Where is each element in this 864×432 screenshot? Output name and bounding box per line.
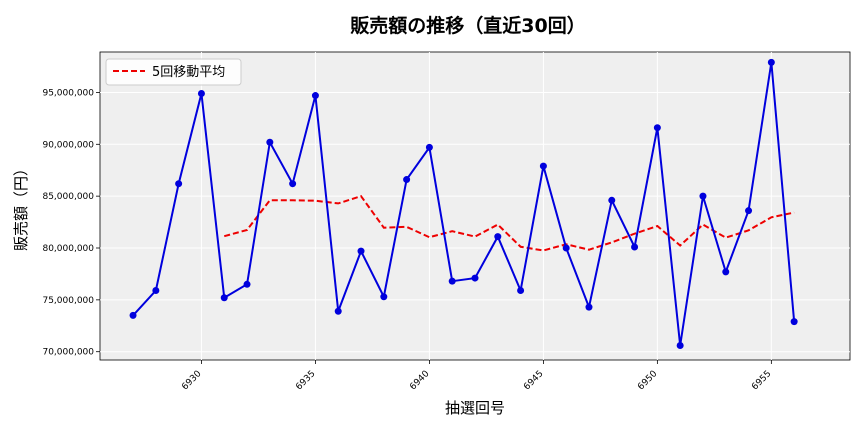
legend: 5回移動平均: [105, 58, 242, 86]
chart-title: 販売額の推移（直近30回）: [350, 14, 585, 37]
sales-point: [357, 247, 365, 255]
sales-point: [380, 293, 388, 301]
series-layer: [129, 58, 798, 349]
legend-box: [105, 58, 242, 86]
x-tick-label: 6935: [294, 369, 317, 392]
sales-point: [266, 138, 274, 146]
sales-point: [767, 58, 775, 66]
sales-point: [175, 180, 183, 188]
y-tick-label: 85,000,000: [42, 192, 94, 202]
y-axis-title: 販売額（円）: [12, 161, 30, 251]
x-tick-label: 6930: [180, 369, 203, 392]
sales-point: [243, 280, 251, 288]
x-tick-label: 6945: [522, 369, 545, 392]
sales-point: [722, 268, 730, 276]
x-axis-title: 抽選回号: [445, 399, 505, 417]
sales-point: [289, 180, 297, 188]
sales-point: [585, 303, 593, 311]
sales-point: [631, 243, 639, 251]
sales-point: [334, 307, 342, 315]
sales-point: [790, 318, 798, 326]
sales-point: [311, 92, 319, 100]
y-tick-label: 70,000,000: [42, 348, 94, 358]
sales-point: [517, 287, 525, 295]
legend-label-moving-average: 5回移動平均: [152, 65, 225, 80]
y-axis-ticks: 70,000,000 75,000,000 80,000,000 85,000,000…: [42, 88, 100, 358]
y-tick-label: 75,000,000: [42, 296, 94, 306]
x-tick-label: 6955: [750, 369, 773, 392]
sales-point: [129, 311, 137, 319]
y-tick-label: 95,000,000: [42, 88, 94, 98]
sales-point: [539, 162, 547, 170]
sales-point: [745, 207, 753, 215]
sales-point: [562, 244, 570, 252]
plot-area: [99, 51, 851, 361]
sales-point: [653, 124, 661, 132]
series-line-sales: [132, 62, 796, 346]
series-line-moving-average: [223, 194, 795, 252]
y-tick-label: 90,000,000: [42, 140, 94, 150]
sales-point: [197, 89, 205, 97]
sales-point: [152, 287, 160, 295]
sales-point: [699, 192, 707, 200]
x-axis-ticks: 6930 6935 6940 6945 6950 6955: [180, 360, 773, 392]
x-tick-label: 6940: [408, 369, 431, 392]
sales-point: [676, 341, 684, 349]
sales-point: [494, 233, 502, 241]
y-tick-label: 80,000,000: [42, 244, 94, 254]
sales-point: [220, 294, 228, 302]
x-tick-label: 6950: [636, 369, 659, 392]
sales-point: [448, 277, 456, 285]
sales-point: [471, 274, 479, 282]
sales-point: [425, 143, 433, 151]
sales-point: [403, 176, 411, 184]
sales-point: [608, 196, 616, 204]
